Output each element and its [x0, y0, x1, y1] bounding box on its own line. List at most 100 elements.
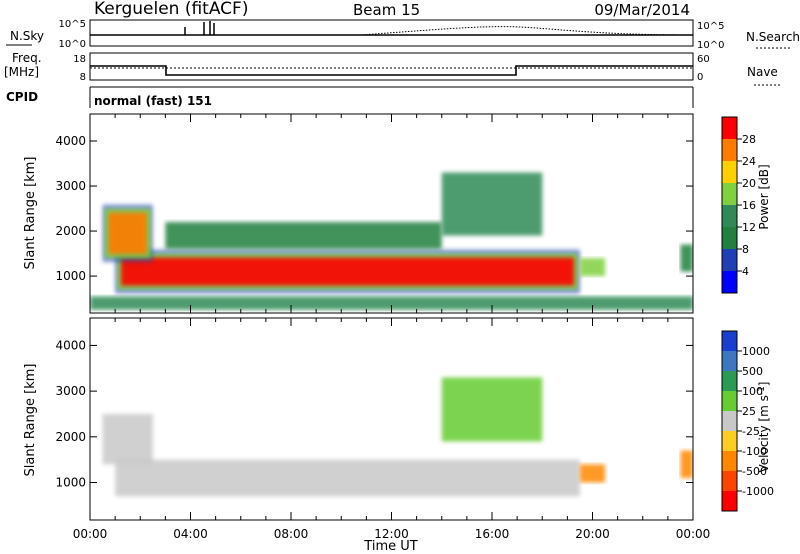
colorbar-tick-label: 28 — [742, 133, 756, 146]
y-tick-label: 4000 — [55, 134, 86, 148]
time-tick-label: 12:00 — [374, 527, 409, 541]
noise-right-tick-top: 10^5 — [697, 21, 724, 32]
echo-band — [579, 258, 606, 277]
colorbar-swatch — [722, 391, 737, 412]
colorbar-tick-label: 12 — [742, 221, 756, 234]
colorbar-tick-label: -1000 — [742, 485, 774, 498]
echo-region — [441, 377, 543, 442]
power-ylabel: Slant Range [km] — [23, 157, 38, 270]
echo-band — [441, 172, 543, 236]
power-axes: 4000 3000 2000 1000 — [55, 114, 694, 313]
frequency-panel: Freq. [MHz] 18 8 60 0 Nave — [4, 51, 780, 86]
colorbar-tick-label: -500 — [742, 465, 767, 478]
velocity-panel: 4000 3000 2000 1000 Slant Range [km] 1000 50… — [23, 317, 774, 521]
colorbar-swatch — [722, 371, 737, 392]
velocity-colorbar-label: Velocity [m s-1] — [757, 382, 771, 473]
power-panel: 4000 3000 2000 1000 Slant Range [km] 28 24 20… — [23, 113, 771, 314]
freq-tick-top: 18 — [73, 54, 86, 65]
noise-panel: N.Sky 10^5 10^0 10^5 10^0 N.Search — [6, 19, 800, 51]
colorbar-swatch — [722, 331, 737, 352]
echo-core — [108, 212, 147, 255]
colorbar-swatch — [722, 227, 737, 250]
noise-left-tick-top: 10^5 — [59, 19, 86, 30]
noise-right-label: N.Search — [746, 30, 800, 44]
nave-tick-top: 60 — [697, 54, 710, 65]
echo-band — [115, 459, 580, 497]
y-tick-label: 4000 — [55, 338, 86, 352]
time-tick-label: 00:00 — [73, 527, 108, 541]
echo-region — [579, 464, 606, 483]
colorbar-tick-label: -25 — [742, 425, 760, 438]
time-tick-label: 04:00 — [173, 527, 208, 541]
echo-band — [579, 464, 606, 483]
colorbar-tick-label: 1000 — [742, 345, 770, 358]
time-tick-label: 20:00 — [575, 527, 610, 541]
echo-core — [121, 257, 574, 286]
noise-right-tick-bottom: 10^0 — [697, 40, 724, 51]
y-tick-label: 2000 — [55, 430, 86, 444]
time-tick-label: 08:00 — [274, 527, 309, 541]
colorbar-swatch — [722, 249, 737, 272]
colorbar-swatch — [722, 451, 737, 472]
echo-band — [165, 222, 442, 250]
colorbar-tick-label: 16 — [742, 199, 756, 212]
velocity-echo-layer — [102, 377, 693, 497]
velocity-colorbar: 1000 500 100 25 -25 -100 -500 -1000 — [721, 330, 774, 512]
freq-label-2: [MHz] — [4, 65, 39, 79]
velocity-ylabel: Slant Range [km] — [23, 364, 38, 477]
echo-region — [90, 296, 693, 310]
echo-region — [441, 172, 543, 236]
colorbar-tick-label: 500 — [742, 365, 763, 378]
power-echo-layer — [90, 172, 693, 310]
cpid-label: CPID — [6, 90, 38, 104]
colorbar-tick-label: -100 — [742, 445, 767, 458]
colorbar-swatch — [722, 471, 737, 492]
echo-region — [102, 413, 153, 465]
echo-band — [90, 296, 693, 310]
y-tick-label: 1000 — [55, 476, 86, 490]
y-tick-label: 2000 — [55, 224, 86, 238]
colorbar-swatch — [722, 351, 737, 372]
colorbar-swatch — [722, 161, 737, 184]
colorbar-swatch — [722, 139, 737, 162]
time-axis-label: Time UT — [363, 539, 417, 554]
echo-band — [680, 244, 693, 272]
colorbar-tick-label: 100 — [742, 385, 763, 398]
power-colorbar-label: Power [dB] — [757, 164, 771, 229]
beam-title: Beam 15 — [353, 1, 420, 19]
station-title: Kerguelen (fitACF) — [94, 0, 248, 19]
colorbar-tick-label: 25 — [742, 405, 756, 418]
echo-region — [115, 459, 580, 497]
time-axis: 00:00 04:00 08:00 12:00 16:00 20:00 00:00 — [73, 527, 711, 541]
cpid-text: normal (fast) 151 — [94, 94, 212, 108]
colorbar-tick-label: 20 — [742, 177, 756, 190]
colorbar-swatch — [722, 117, 737, 140]
noise-left-tick-bottom: 10^0 — [59, 39, 86, 50]
freq-label-1: Freq. — [12, 51, 42, 65]
date-title: 09/Mar/2014 — [594, 1, 690, 19]
echo-band — [680, 450, 693, 478]
noise-left-label: N.Sky — [10, 29, 44, 43]
time-tick-label: 16:00 — [475, 527, 510, 541]
colorbar-tick-label: 4 — [742, 265, 749, 278]
y-tick-label: 3000 — [55, 179, 86, 193]
colorbar-swatch — [722, 431, 737, 452]
freq-tick-bottom: 8 — [80, 72, 86, 83]
echo-band — [441, 377, 543, 442]
echo-band — [102, 413, 153, 465]
cpid-row: CPID normal (fast) 151 — [6, 86, 694, 108]
power-colorbar: 28 24 20 16 12 8 4 — [721, 116, 756, 294]
y-tick-label: 1000 — [55, 269, 86, 283]
echo-region — [165, 222, 442, 250]
echo-region — [579, 258, 606, 277]
time-tick-label: 00:00 — [676, 527, 711, 541]
velocity-axes: 4000 3000 2000 1000 — [55, 318, 694, 520]
echo-region — [115, 249, 580, 294]
colorbar-swatch — [722, 411, 737, 432]
colorbar-swatch — [722, 491, 737, 512]
colorbar-swatch — [722, 205, 737, 228]
colorbar-swatch — [722, 183, 737, 206]
echo-region — [680, 244, 693, 272]
echo-region — [102, 204, 153, 263]
